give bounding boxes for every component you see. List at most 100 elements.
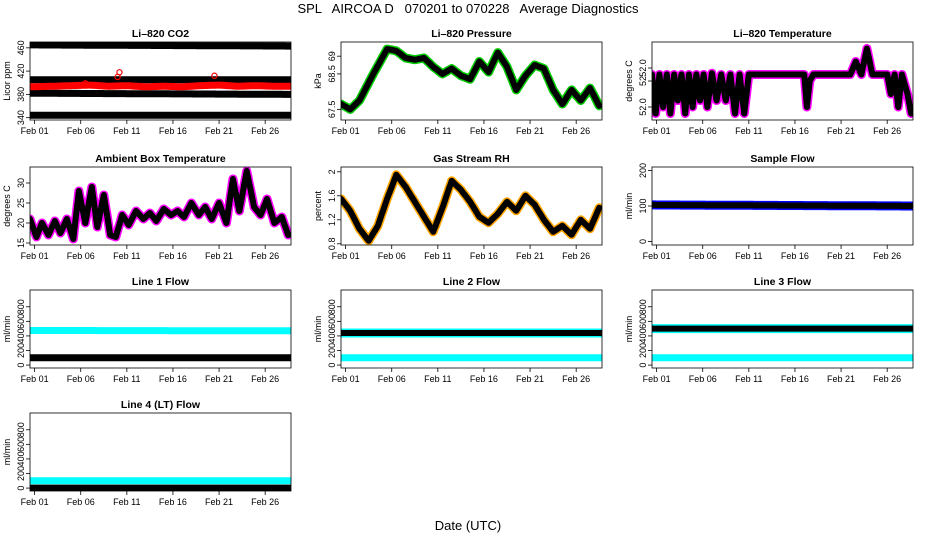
panel-3: Li–820 Temperature Feb 01 Feb 06 Feb 11 Feb … <box>624 28 914 136</box>
y-tick-label: 800 <box>16 299 26 314</box>
panel-5-data <box>341 170 602 245</box>
x-tick-label: Feb 11 <box>113 374 140 384</box>
y-tick-label: 68.5 <box>327 65 337 83</box>
y-axis-label: ml/min <box>2 439 12 466</box>
x-tick-label: Feb 06 <box>378 374 406 384</box>
x-tick-label: Feb 01 <box>332 251 360 261</box>
x-tick-label: Feb 26 <box>562 251 590 261</box>
data-point <box>82 80 89 87</box>
panel-title: Line 1 Flow <box>132 276 190 288</box>
y-tick-label: 52.0 <box>638 59 648 77</box>
x-tick-label: Feb 11 <box>113 251 140 261</box>
x-tick-label: Feb 21 <box>827 251 855 261</box>
data-point <box>211 72 218 79</box>
x-tick-label: Feb 26 <box>251 251 279 261</box>
panel-9: Line 3 Flow Feb 01 Feb 06 Feb 11 Feb 16 Feb 2… <box>624 276 914 384</box>
x-tick-label: Feb 01 <box>332 374 360 384</box>
y-tick-label: 52 <box>638 76 648 86</box>
x-tick-label: Feb 11 <box>735 126 762 136</box>
x-tick-label: Feb 01 <box>332 126 360 136</box>
y-axis-label: ml/min <box>624 193 634 220</box>
x-tick-label: Feb 01 <box>643 126 671 136</box>
x-tick-label: Feb 26 <box>251 497 279 507</box>
y-tick-label: 800 <box>638 299 648 314</box>
y-axis-label: ml/min <box>313 316 323 343</box>
y-tick-label: 0 <box>16 486 26 491</box>
series-2-line <box>30 89 291 98</box>
page-title: SPL AIRCOA D 070201 to 070228 Average Di… <box>297 1 639 16</box>
y-tick-label: 0 <box>327 363 337 368</box>
panel-8-data <box>341 328 602 362</box>
panel-3-data <box>652 44 913 118</box>
panel-7: Line 1 Flow Feb 01 Feb 06 Feb 11 Feb 16 Feb 2… <box>2 276 292 384</box>
x-tick-label: Feb 26 <box>562 374 590 384</box>
y-tick-label: 400 <box>327 328 337 343</box>
y-tick-label: 0.8 <box>327 238 337 251</box>
x-tick-label: Feb 16 <box>159 374 187 384</box>
y-axis-label: ml/min <box>624 316 634 343</box>
x-tick-label: Feb 21 <box>827 374 855 384</box>
panel-5: Gas Stream RH Feb 01 Feb 06 Feb 11 Feb 16 Feb… <box>313 153 603 261</box>
series-4-line <box>30 81 291 91</box>
y-tick-label: 420 <box>16 64 26 79</box>
x-tick-label: Feb 21 <box>516 251 544 261</box>
x-tick-label: Feb 11 <box>424 126 451 136</box>
x-tick-label: Feb 11 <box>113 126 140 136</box>
series-0-line <box>30 168 291 242</box>
y-tick-label: 0 <box>16 363 26 368</box>
y-tick-label: 200 <box>16 343 26 358</box>
y-tick-label: 1.6 <box>327 190 337 203</box>
x-tick-label: Feb 16 <box>470 374 498 384</box>
y-tick-label: 400 <box>16 328 26 343</box>
panel-title: Sample Flow <box>750 153 815 165</box>
x-tick-label: Feb 21 <box>827 126 855 136</box>
x-tick-label: Feb 06 <box>67 374 95 384</box>
y-tick-label: 0 <box>638 363 648 368</box>
panel-1-data <box>30 42 291 119</box>
x-tick-label: Feb 11 <box>735 374 762 384</box>
series-0-line <box>652 201 913 209</box>
x-axis-title: Date (UTC) <box>434 518 502 533</box>
x-tick-label: Feb 16 <box>470 251 498 261</box>
x-tick-label: Feb 11 <box>113 497 140 507</box>
y-tick-label: 800 <box>327 299 337 314</box>
y-axis-label: Licor ppm <box>2 61 12 101</box>
x-tick-label: Feb 21 <box>516 126 544 136</box>
x-tick-label: Feb 01 <box>21 497 49 507</box>
panel-8: Line 2 Flow Feb 01 Feb 06 Feb 11 Feb 16 Feb 2… <box>313 276 603 384</box>
plot-frame <box>29 166 292 246</box>
y-tick-label: 600 <box>327 314 337 329</box>
plot-frame <box>340 166 603 246</box>
x-tick-label: Feb 06 <box>689 251 717 261</box>
panel-title: Ambient Box Temperature <box>95 153 226 165</box>
panel-2-data <box>341 44 602 114</box>
x-tick-label: Feb 16 <box>470 126 498 136</box>
series-0-line <box>341 171 602 244</box>
y-axis-label: degrees C <box>624 60 634 102</box>
x-tick-label: Feb 06 <box>378 126 406 136</box>
x-tick-label: Feb 01 <box>643 251 671 261</box>
x-tick-label: Feb 01 <box>643 374 671 384</box>
x-tick-label: Feb 21 <box>205 251 233 261</box>
panel-title: Line 2 Flow <box>443 276 501 288</box>
plot-frame <box>29 412 292 492</box>
series-0-line <box>30 42 291 50</box>
plot-frame <box>340 41 603 121</box>
y-tick-label: 460 <box>16 40 26 55</box>
x-tick-label: Feb 26 <box>251 374 279 384</box>
x-tick-label: Feb 26 <box>873 126 901 136</box>
x-tick-label: Feb 06 <box>689 374 717 384</box>
y-tick-label: 25 <box>16 198 26 208</box>
y-tick-label: 15 <box>16 238 26 248</box>
panel-title: Gas Stream RH <box>433 153 509 165</box>
x-tick-label: Feb 21 <box>205 497 233 507</box>
x-tick-label: Feb 16 <box>159 497 187 507</box>
panel-2: Li–820 Pressure Feb 01 Feb 06 Feb 11 Feb 16 F… <box>313 28 603 136</box>
y-axis-label: ml/min <box>2 316 12 343</box>
y-axis-label: kPa <box>313 73 323 89</box>
x-tick-label: Feb 21 <box>205 374 233 384</box>
x-tick-label: Feb 06 <box>67 251 95 261</box>
panel-10-data <box>30 477 291 491</box>
panel-4-data <box>30 167 291 244</box>
panel-title: Line 3 Flow <box>754 276 812 288</box>
